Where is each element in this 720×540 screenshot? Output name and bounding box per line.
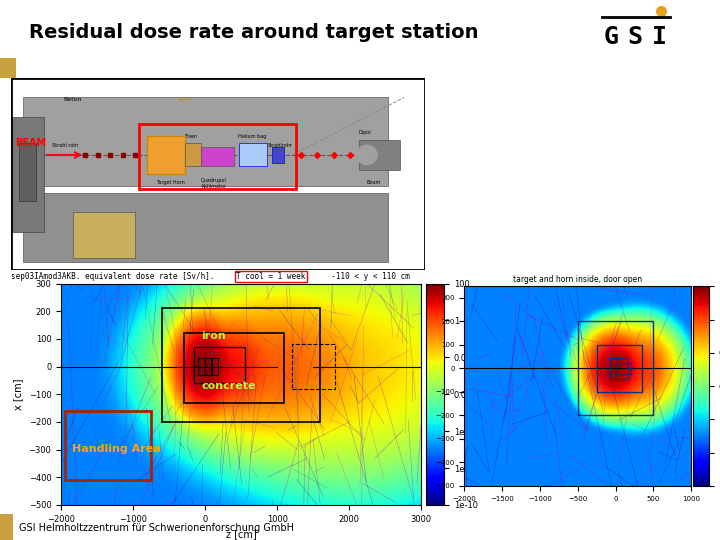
- Text: I: I: [652, 25, 667, 49]
- Bar: [610, 358, 629, 379]
- Bar: [212, 358, 218, 375]
- Bar: [162, 308, 320, 422]
- Bar: [238, 144, 268, 166]
- Bar: [597, 345, 642, 392]
- Text: Dipol: Dipol: [359, 130, 372, 135]
- Bar: [139, 124, 297, 190]
- Bar: [19, 144, 36, 201]
- Bar: [23, 193, 387, 262]
- Text: Beton: Beton: [63, 97, 82, 102]
- Text: T cool = 1 week: T cool = 1 week: [236, 272, 306, 281]
- Text: Strahl rohr: Strahl rohr: [52, 143, 78, 148]
- Text: Strahlrohr: Strahlrohr: [268, 143, 292, 148]
- Text: Tore: Tore: [178, 97, 192, 102]
- Text: Helium bag: Helium bag: [238, 134, 266, 139]
- Text: BEAM: BEAM: [15, 138, 46, 149]
- X-axis label: z [cm]: z [cm]: [226, 529, 256, 539]
- Bar: [184, 144, 202, 166]
- Bar: [0, 514, 13, 540]
- Bar: [577, 321, 653, 415]
- Text: Beam: Beam: [366, 180, 381, 185]
- Y-axis label: x [cm]: x [cm]: [13, 379, 23, 410]
- Text: Quadrupol: Quadrupol: [202, 178, 227, 183]
- Text: Target Horn: Target Horn: [156, 180, 184, 185]
- Bar: [11, 117, 44, 232]
- Bar: [23, 97, 387, 186]
- Text: GSI Helmholtzzentrum für Schwerionenforschung GmbH: GSI Helmholtzzentrum für Schwerionenfors…: [19, 523, 294, 534]
- Text: iron: iron: [202, 331, 226, 341]
- Bar: [271, 147, 284, 163]
- Text: S: S: [628, 25, 643, 49]
- Bar: [616, 362, 631, 374]
- Text: -110 < y < 110 cm: -110 < y < 110 cm: [322, 272, 410, 281]
- Text: Handling Area: Handling Area: [72, 444, 161, 454]
- Bar: [65, 411, 151, 480]
- Bar: [292, 345, 335, 389]
- Text: Kollimator: Kollimator: [202, 184, 226, 188]
- Bar: [184, 333, 284, 402]
- Bar: [205, 358, 211, 375]
- Bar: [73, 212, 135, 259]
- Bar: [194, 347, 245, 383]
- Bar: [359, 140, 400, 170]
- Title: target and horn inside, door open: target and horn inside, door open: [513, 275, 642, 284]
- Text: bereich: bereich: [81, 241, 102, 246]
- Bar: [198, 358, 205, 375]
- Text: sep03IAmod3AKB. equivalent dose rate [Sv/h].: sep03IAmod3AKB. equivalent dose rate [Sv…: [11, 272, 223, 281]
- Text: Eisen: Eisen: [184, 134, 198, 139]
- Text: Residual dose rate around target station: Residual dose rate around target station: [29, 23, 478, 42]
- Bar: [0, 58, 16, 78]
- Circle shape: [356, 145, 377, 165]
- Text: concrete: concrete: [202, 381, 256, 390]
- Text: G: G: [603, 25, 618, 49]
- Text: Lade-: Lade-: [81, 232, 96, 237]
- Bar: [202, 147, 235, 166]
- Bar: [148, 136, 184, 174]
